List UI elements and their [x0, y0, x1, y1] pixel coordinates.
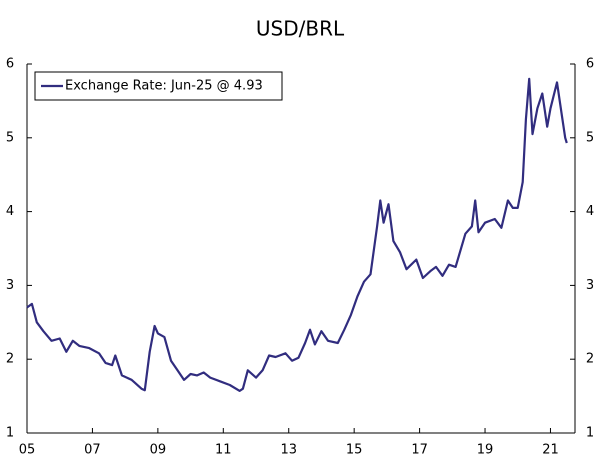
x-tick-label: 15	[346, 443, 363, 458]
x-tick-label: 17	[411, 443, 428, 458]
chart-title: USD/BRL	[256, 17, 345, 41]
y-tick-label: 1	[6, 426, 14, 441]
x-tick-label: 19	[477, 443, 494, 458]
y2-tick-label: 1	[586, 426, 594, 441]
y-tick-label: 6	[6, 57, 14, 72]
y2-tick-label: 4	[586, 204, 594, 219]
x-tick-label: 07	[84, 443, 101, 458]
x-tick-label: 21	[542, 443, 559, 458]
y2-tick-label: 3	[586, 278, 594, 293]
y-tick-label: 3	[6, 278, 14, 293]
y-tick-label: 5	[6, 130, 14, 145]
x-tick-label: 11	[215, 443, 232, 458]
x-tick-label: 09	[150, 443, 167, 458]
y2-tick-label: 5	[586, 130, 594, 145]
y2-tick-label: 2	[586, 352, 594, 367]
y2-tick-label: 6	[586, 57, 594, 72]
x-tick-label: 13	[280, 443, 297, 458]
legend-box	[34, 71, 283, 101]
y-tick-label: 4	[6, 204, 14, 219]
y-tick-label: 2	[6, 352, 14, 367]
series-line	[26, 77, 568, 392]
legend-label: Exchange Rate: Jun-25 @ 4.93	[65, 79, 263, 94]
x-tick-label: 05	[19, 443, 36, 458]
